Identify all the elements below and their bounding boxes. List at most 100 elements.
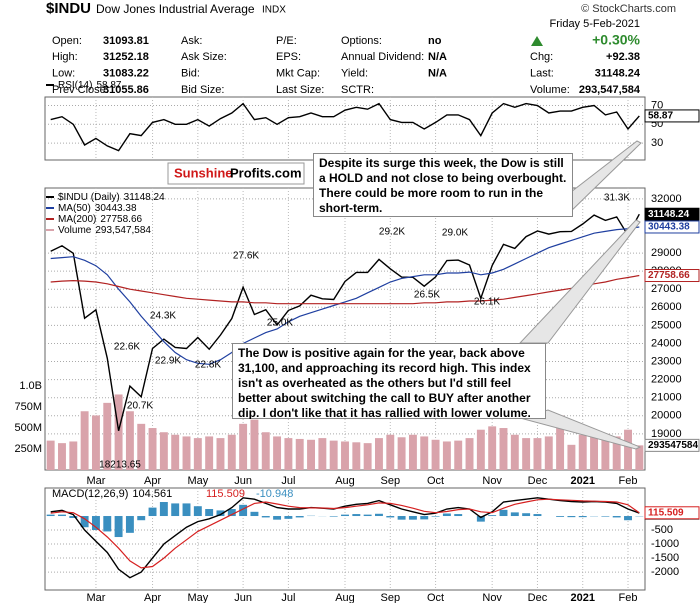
last-value-label: 27758.66 bbox=[648, 270, 690, 281]
x-tick-label: Dec bbox=[528, 592, 548, 603]
bar bbox=[420, 516, 429, 520]
bar bbox=[114, 516, 123, 538]
bar bbox=[488, 515, 497, 517]
bar bbox=[488, 426, 497, 470]
quote-value: N/A bbox=[428, 68, 447, 80]
y-tick-label: 32000 bbox=[651, 193, 682, 205]
quote-table: Open: 31093.81 Ask: P/E: Options: no High: 3125… bbox=[52, 35, 641, 96]
x-tick-label: 2021 bbox=[570, 592, 594, 603]
bar bbox=[216, 510, 225, 517]
bar bbox=[227, 434, 236, 470]
annotation: 18213.65 bbox=[99, 460, 141, 471]
bar bbox=[476, 516, 485, 522]
series-line bbox=[50, 497, 640, 579]
legend-entry: 115.509 bbox=[206, 488, 245, 500]
legend-value: 27758.66 bbox=[100, 214, 142, 225]
x-tick-label: Dec bbox=[528, 475, 548, 487]
logo-part: Profits.com bbox=[230, 165, 302, 180]
series-line bbox=[50, 226, 640, 365]
quote-value: no bbox=[428, 35, 442, 47]
quote-label: Last: bbox=[530, 68, 554, 80]
quote-label: Annual Dividend: bbox=[341, 51, 424, 63]
bar bbox=[295, 438, 304, 470]
bar bbox=[284, 438, 293, 470]
bar bbox=[295, 516, 304, 518]
bar bbox=[69, 516, 78, 518]
quote-label: Chg: bbox=[530, 51, 553, 63]
quote-label: Volume: bbox=[530, 84, 570, 96]
annotation: 29.0K bbox=[442, 228, 468, 239]
bar bbox=[363, 443, 372, 470]
x-tick-label: Mar bbox=[86, 475, 105, 487]
bar bbox=[261, 516, 270, 518]
callout-text: Despite its surge this week, the Dow is … bbox=[313, 153, 573, 217]
quote-label: Prev Close: bbox=[52, 84, 109, 96]
bar bbox=[624, 516, 632, 521]
bar bbox=[182, 503, 191, 517]
bar bbox=[420, 436, 429, 470]
quote-value: +92.38 bbox=[606, 51, 640, 63]
bar bbox=[239, 504, 248, 517]
quote-value: 31252.18 bbox=[103, 51, 149, 63]
change-percent: +0.30% bbox=[592, 32, 640, 48]
bar bbox=[125, 516, 134, 533]
bar bbox=[341, 514, 349, 517]
quote-value: 31083.22 bbox=[103, 68, 149, 80]
last-value-box bbox=[644, 109, 700, 123]
last-value-box bbox=[644, 269, 700, 283]
y-tick-label: 24000 bbox=[651, 337, 682, 349]
y-tick-label: -500 bbox=[651, 524, 673, 536]
annotation: 22.6K bbox=[114, 342, 140, 353]
last-value-label: 293547584 bbox=[648, 440, 698, 451]
bar bbox=[159, 432, 168, 470]
date: Friday 5-Feb-2021 bbox=[550, 18, 641, 30]
y2-tick-label: 1.0B bbox=[19, 380, 42, 392]
bar bbox=[193, 438, 202, 470]
bar bbox=[375, 513, 383, 517]
bar bbox=[239, 423, 248, 470]
bar bbox=[91, 415, 100, 470]
bar bbox=[273, 516, 282, 520]
legend-value: 58.87 bbox=[96, 80, 121, 91]
source: © StockCharts.com bbox=[581, 3, 676, 15]
quote-label: Ask Size: bbox=[181, 51, 227, 63]
bar bbox=[148, 428, 157, 470]
bar bbox=[103, 402, 112, 470]
quote-value: N/A bbox=[428, 51, 447, 63]
y-tick-label: 23000 bbox=[651, 355, 682, 367]
bar bbox=[431, 516, 440, 517]
bar bbox=[329, 516, 338, 517]
callout: Despite its surge this week, the Dow is … bbox=[313, 153, 573, 217]
bar bbox=[612, 436, 621, 470]
bar bbox=[182, 436, 191, 470]
x-tick-label: 2021 bbox=[570, 475, 594, 487]
x-tick-label: Sep bbox=[380, 592, 400, 603]
annotation: 22.8K bbox=[195, 360, 221, 371]
annotation: 26.5K bbox=[414, 290, 440, 301]
bar bbox=[624, 429, 632, 470]
last-value-label: 31148.24 bbox=[648, 209, 690, 220]
y-tick-label: -1500 bbox=[651, 552, 679, 564]
x-tick-label: Oct bbox=[427, 475, 444, 487]
series-line bbox=[50, 213, 640, 431]
series-line bbox=[50, 274, 640, 305]
bar bbox=[499, 428, 508, 470]
x-tick-label: Nov bbox=[482, 475, 502, 487]
bar bbox=[205, 509, 214, 517]
x-tick-label: Aug bbox=[335, 475, 355, 487]
bar bbox=[408, 516, 417, 520]
plots: 3200029000280002700026000250002400023000… bbox=[14, 80, 700, 603]
y2-tick-label: 750M bbox=[14, 401, 42, 413]
quote-label: Options: bbox=[341, 35, 382, 47]
quote-value: 31093.81 bbox=[103, 35, 149, 47]
legend-entry: -10.948 bbox=[256, 488, 293, 500]
bar bbox=[567, 444, 576, 470]
y-tick-label: 70 bbox=[651, 99, 663, 111]
annotation: 25.0K bbox=[267, 318, 293, 329]
last-value-box bbox=[644, 438, 700, 452]
bar bbox=[58, 514, 66, 517]
legend-entry: MACD(12,26,9) 104.561 bbox=[52, 488, 172, 500]
y-tick-label: 21000 bbox=[651, 392, 682, 404]
bar bbox=[442, 513, 451, 517]
bar bbox=[556, 516, 565, 517]
